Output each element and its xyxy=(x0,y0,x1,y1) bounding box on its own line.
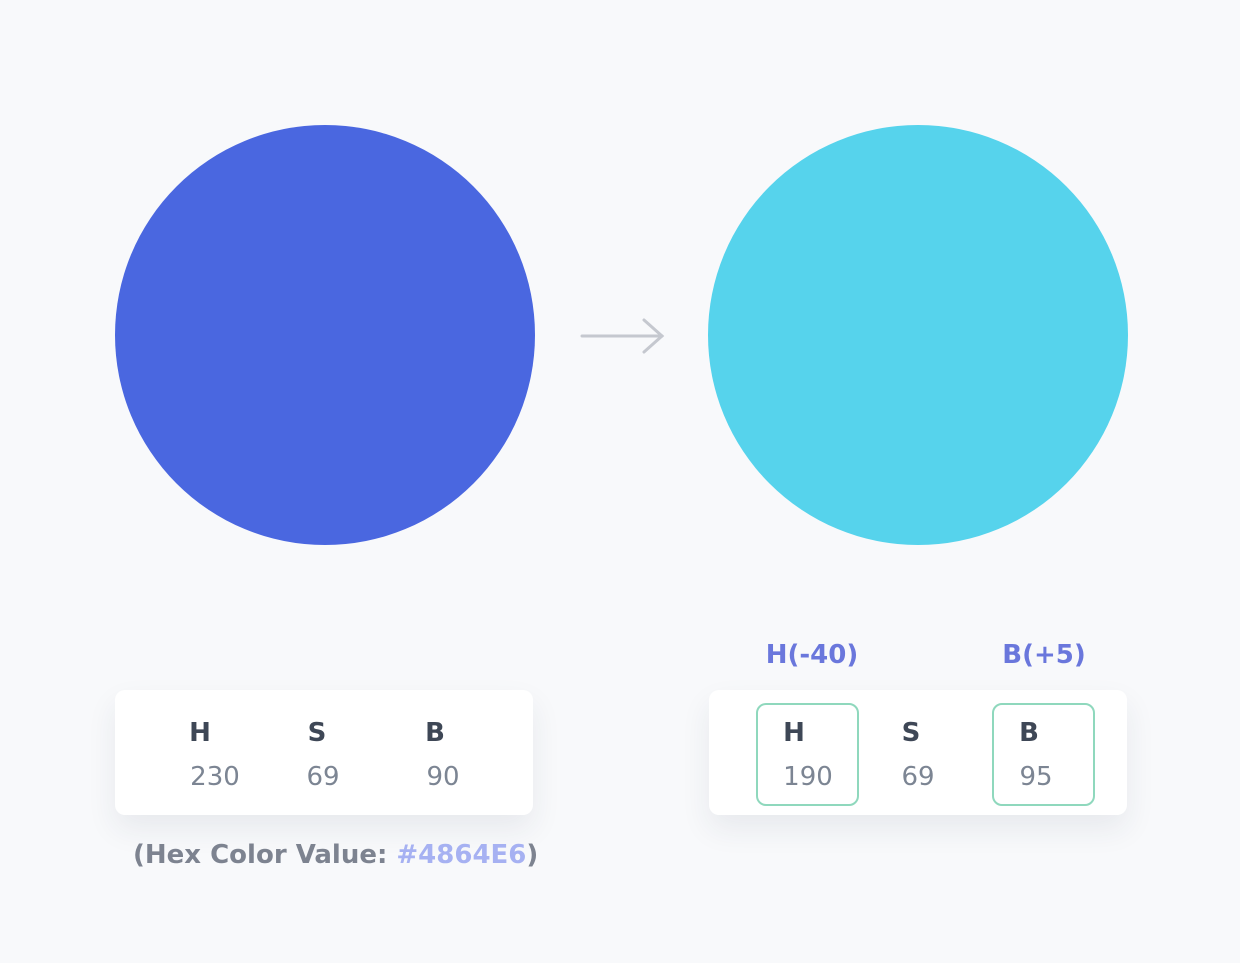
hue-change: H(-40) xyxy=(765,640,859,670)
hsb-label: S xyxy=(307,718,327,748)
highlight-box xyxy=(992,703,1095,806)
highlight-box xyxy=(756,703,859,806)
adjusted-color-circle xyxy=(708,125,1128,545)
hex-note: (Hex Color Value: #4864E6) xyxy=(133,840,538,870)
arrow xyxy=(580,318,665,354)
hsb-value: 69 xyxy=(306,762,340,792)
brightness-change: B(+5) xyxy=(1002,640,1086,670)
hsb-label: B xyxy=(425,718,445,748)
hsb-label: H xyxy=(189,718,211,748)
hsb-label: B xyxy=(1019,718,1039,748)
hsb-label: S xyxy=(901,718,921,748)
hsb-label: H xyxy=(783,718,805,748)
hex-note-suffix: ) xyxy=(526,840,539,870)
adjusted-hsb-card: H S B 190 69 95 xyxy=(709,690,1127,815)
illustration xyxy=(115,125,1128,545)
hsb-value: 230 xyxy=(190,762,240,792)
hsb-value: 90 xyxy=(426,762,460,792)
original-hsb-card: H S B 230 69 90 xyxy=(115,690,533,815)
hsb-value: 190 xyxy=(783,762,833,792)
hex-value: #4864E6 xyxy=(396,840,527,870)
original-color-circle xyxy=(115,125,535,545)
hsb-value: 95 xyxy=(1019,762,1053,792)
hsb-value: 69 xyxy=(901,762,935,792)
hex-note-prefix: (Hex Color Value: xyxy=(133,840,388,870)
